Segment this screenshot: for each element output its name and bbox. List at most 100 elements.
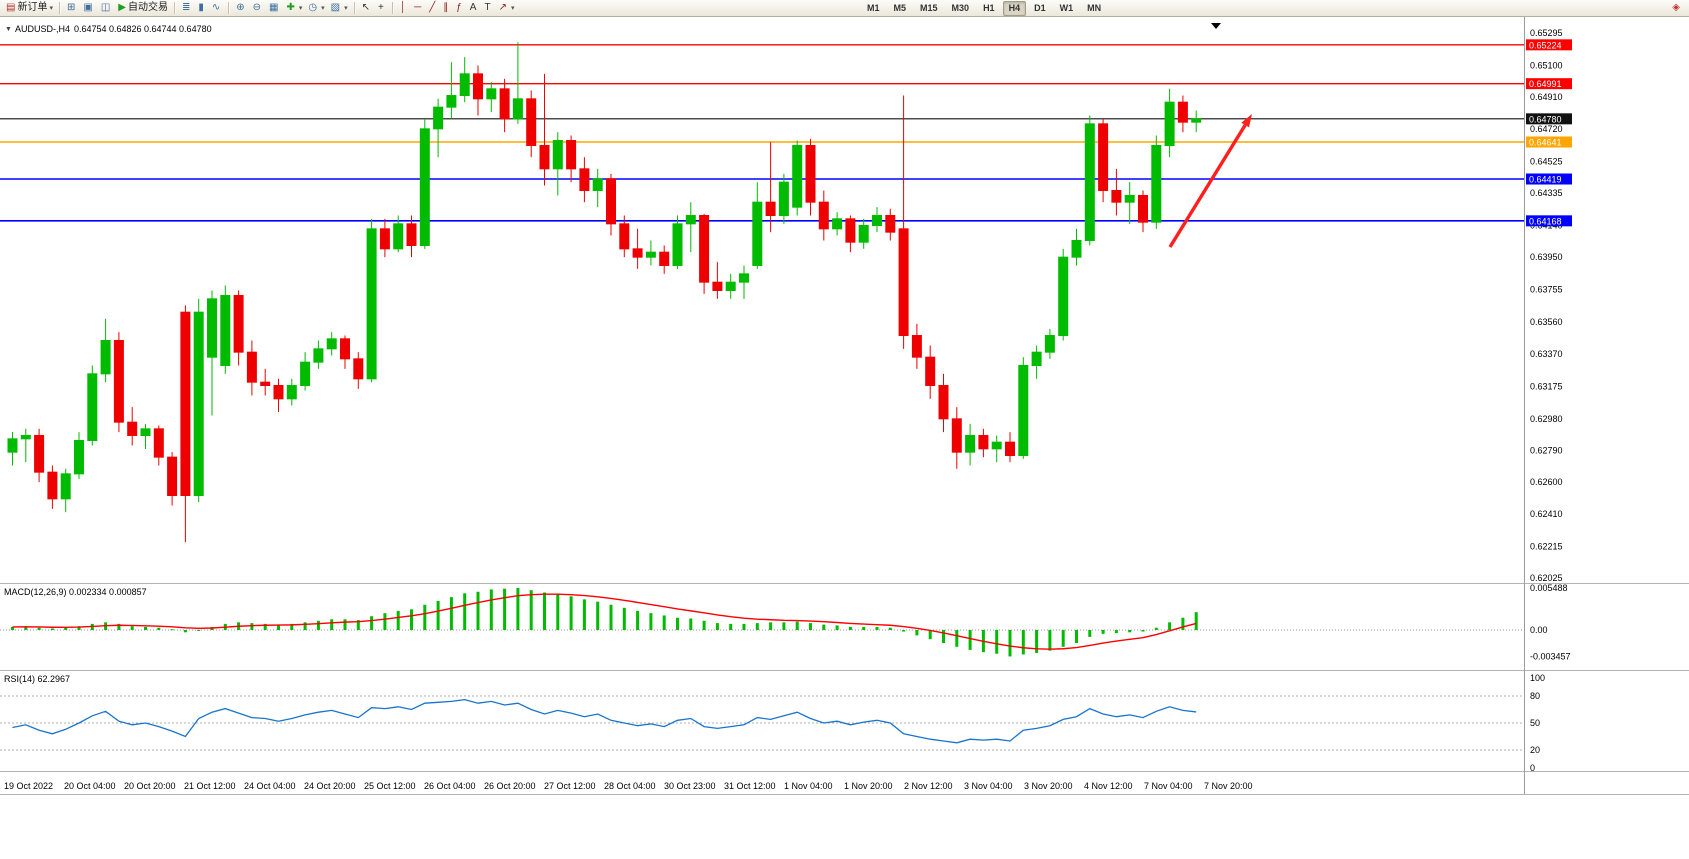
- candlestick-chart-button[interactable]: ▮: [195, 1, 209, 15]
- candle: [74, 432, 84, 479]
- autotrading-button-label: 自动交易: [127, 2, 168, 13]
- periods-button[interactable]: ◷ ▾: [305, 1, 327, 15]
- text-button[interactable]: A: [467, 1, 482, 15]
- price-badge: 0.64641: [1526, 136, 1572, 148]
- new-order-button[interactable]: ▤ 新订单 ▾: [3, 1, 56, 15]
- candle: [1084, 115, 1095, 246]
- timeframe-m5[interactable]: M5: [893, 3, 907, 13]
- candle: [512, 42, 523, 124]
- horizontal-line-button[interactable]: ─: [411, 1, 426, 15]
- price-tick: 0.63370: [1530, 349, 1563, 359]
- data-window-icon: ◫: [100, 2, 111, 13]
- timeframe-m1[interactable]: M1: [867, 3, 880, 13]
- candle: [632, 228, 643, 269]
- dropdown-arrow-icon: ▾: [344, 5, 348, 12]
- indicators-add-icon: ✚: [286, 2, 295, 13]
- data-window-button[interactable]: ◫: [98, 1, 115, 15]
- label-button[interactable]: T: [481, 1, 495, 15]
- rsi-axis-label: 100: [1530, 673, 1545, 683]
- pane-borders: [0, 17, 1689, 795]
- tile-windows-button[interactable]: ▦: [266, 1, 283, 15]
- rsi-axis-label: 0: [1530, 763, 1535, 773]
- chart-window-button[interactable]: ⊞: [64, 1, 80, 15]
- candle: [1164, 88, 1175, 158]
- time-tick: 24 Oct 20:00: [304, 781, 356, 791]
- trendline-button[interactable]: ╱: [426, 1, 440, 15]
- timeframes-toolbar: M1 M5 M15 M30 H1 H4 D1 W1 MN: [860, 1, 1108, 16]
- profiles-button[interactable]: ▣: [80, 1, 97, 15]
- autotrading-button[interactable]: ▶ 自动交易: [115, 1, 171, 15]
- timeframe-d1[interactable]: D1: [1034, 3, 1046, 13]
- svg-text:0.64419: 0.64419: [1529, 175, 1562, 185]
- candle: [313, 340, 324, 369]
- indicators-button[interactable]: ✚ ▾: [284, 1, 306, 15]
- candle: [326, 332, 337, 356]
- candle: [406, 215, 417, 258]
- candle: [978, 428, 989, 458]
- timeframe-m30[interactable]: M30: [951, 3, 970, 13]
- candle: [393, 215, 404, 253]
- arrows-button[interactable]: ↗ ▾: [496, 1, 518, 15]
- price-tick: 0.63175: [1530, 381, 1563, 391]
- price-tick: 0.64525: [1530, 156, 1563, 166]
- timeframe-mn[interactable]: MN: [1087, 3, 1102, 13]
- candle: [127, 407, 138, 446]
- candle: [885, 208, 896, 241]
- candle: [765, 142, 776, 233]
- fibonacci-button[interactable]: ƒ: [453, 1, 467, 15]
- candle: [566, 135, 577, 183]
- price-tick: 0.64910: [1530, 92, 1563, 102]
- candle: [606, 173, 616, 236]
- crosshair-button[interactable]: +: [375, 1, 389, 15]
- candle: [300, 352, 311, 391]
- candle: [991, 435, 1002, 463]
- zoom-out-button[interactable]: ⊖: [250, 1, 266, 15]
- collapse-arrow-icon[interactable]: ▼: [5, 26, 12, 33]
- candle: [1151, 135, 1162, 229]
- timeframe-m15[interactable]: M15: [920, 3, 938, 13]
- bar-chart-icon: ≣: [181, 2, 191, 13]
- shift-marker-icon[interactable]: [1211, 23, 1221, 29]
- candle: [699, 213, 710, 294]
- candle: [579, 157, 590, 203]
- zoom-in-button[interactable]: ⊕: [233, 1, 249, 15]
- candle: [672, 215, 683, 269]
- templates-button[interactable]: ▧ ▾: [328, 1, 351, 15]
- cursor-button[interactable]: ↖: [359, 1, 375, 15]
- community-icon: ◈: [1672, 2, 1680, 13]
- macd-histogram: [11, 588, 1198, 657]
- candle: [459, 57, 470, 103]
- candle: [193, 298, 204, 503]
- trend-arrow-annotation[interactable]: [1168, 114, 1252, 248]
- time-tick: 28 Oct 04:00: [604, 781, 656, 791]
- candle: [433, 98, 444, 158]
- price-tick: 0.63560: [1530, 317, 1563, 327]
- text-icon: A: [469, 2, 477, 13]
- candle: [1124, 182, 1135, 224]
- candle: [340, 335, 350, 369]
- candle: [486, 82, 497, 113]
- price-badge: 0.64991: [1526, 78, 1572, 90]
- price-tick: 0.62790: [1530, 446, 1563, 456]
- toolbar-separator: [58, 2, 61, 14]
- vertical-line-button[interactable]: │: [397, 1, 411, 15]
- clock-icon: ◷: [308, 2, 318, 13]
- line-chart-button[interactable]: ∿: [209, 1, 225, 15]
- price-tick: 0.62025: [1530, 573, 1563, 583]
- time-tick: 26 Oct 04:00: [424, 781, 476, 791]
- timeframe-h1[interactable]: H1: [983, 3, 995, 13]
- autotrading-play-icon: ▶: [118, 2, 126, 13]
- candle: [911, 323, 922, 369]
- time-tick: 21 Oct 12:00: [184, 781, 236, 791]
- bar-chart-button[interactable]: ≣: [179, 1, 195, 15]
- candle: [712, 262, 723, 299]
- candle: [207, 290, 217, 416]
- timeframe-h4[interactable]: H4: [1002, 1, 1027, 16]
- macd-axis-label: 0.00: [1530, 625, 1548, 635]
- timeframe-w1[interactable]: W1: [1059, 3, 1074, 13]
- channel-button[interactable]: ∥: [440, 1, 453, 15]
- community-button[interactable]: ◈: [1669, 1, 1685, 15]
- candle: [898, 95, 909, 349]
- macd-axis-label: 0.005488: [1530, 583, 1568, 593]
